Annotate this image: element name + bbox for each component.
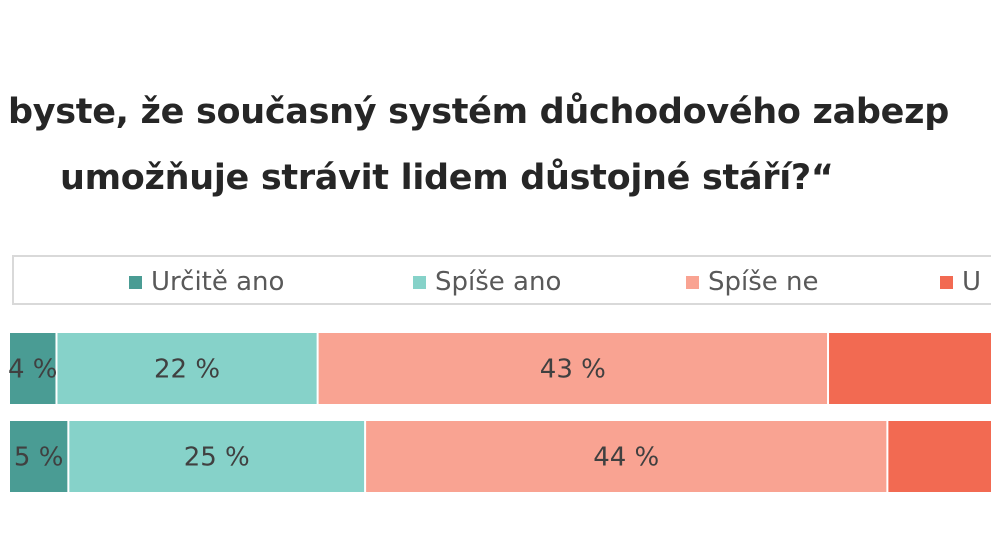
legend-item-u: U [940,267,982,297]
bar-data-label: 25 % [184,443,250,473]
bar-segment-row1-series1 [10,333,56,404]
chart-legend: Určitě ano Spíše ano Spíše ne U [12,255,991,305]
bar-segment-row2-series4 [888,421,991,492]
legend-swatch [686,275,699,289]
legend-item-spise-ano: Spíše ano [413,267,562,297]
bar-data-label: 4 % [8,355,58,385]
legend-label: Spíše ne [708,267,819,297]
legend-swatch [413,275,426,289]
legend-item-urcite-ano: Určitě ano [129,267,285,297]
bar-data-label: 5 % [14,443,64,473]
bar-segment-row1-series2 [57,333,317,404]
bar-segment-row1-series4 [829,333,991,404]
chart-title-line-1: byste, že současný systém důchodového za… [8,92,949,132]
bar-segment-row2-series1 [10,421,68,492]
legend-label: Určitě ano [151,267,285,297]
legend-label: Spíše ano [435,267,562,297]
bar-segment-row2-series2 [69,421,365,492]
bar-data-label: 44 % [593,443,659,473]
bar-data-label: 43 % [540,355,606,385]
bar-data-label: 22 % [154,355,220,385]
chart-title-line-2: umožňuje strávit lidem důstojné stáří?“ [60,158,834,198]
legend-item-spise-ne: Spíše ne [686,267,819,297]
legend-swatch [940,275,953,289]
bar-segment-row1-series3 [318,333,828,404]
legend-label: U [962,267,982,297]
legend-swatch [129,275,142,289]
bar-segment-row2-series3 [366,421,887,492]
